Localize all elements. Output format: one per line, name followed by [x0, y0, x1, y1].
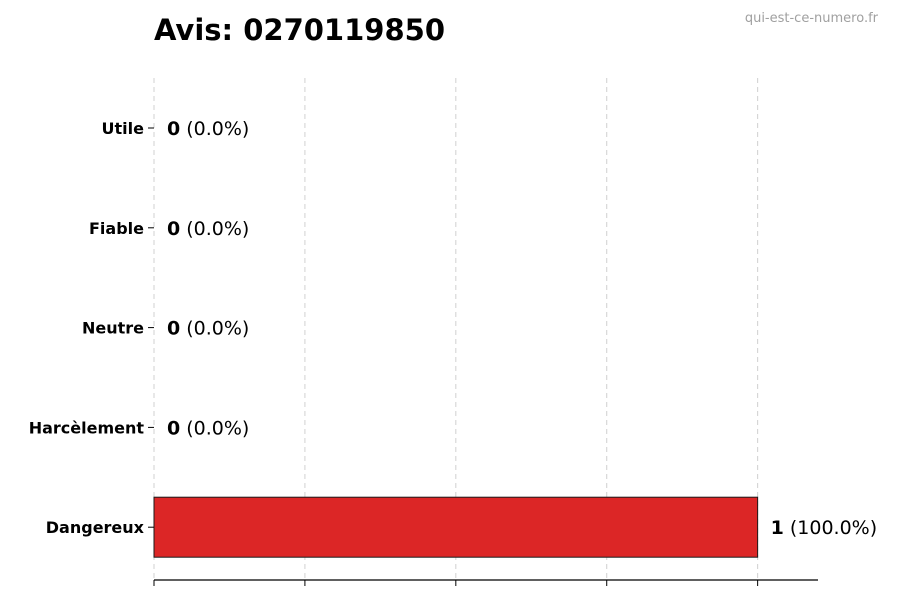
percent-value: (0.0%)	[186, 218, 249, 240]
x-axis	[148, 127, 818, 586]
value-label: 0 (0.0%)	[167, 118, 249, 140]
percent-value: (100.0%)	[790, 517, 877, 539]
percent-value: (0.0%)	[186, 417, 249, 439]
chart-title: Avis: 0270119850	[154, 13, 445, 47]
value-labels: 0 (0.0%) 0 (0.0%) 0 (0.0%) 0 (0.0%) 1 (100.0%)	[167, 118, 877, 539]
category-labels: Utile Fiable Neutre Harcèlement Dangereux	[29, 119, 145, 537]
category-label: Utile	[102, 119, 145, 138]
count-value: 0	[167, 218, 180, 240]
value-label: 0 (0.0%)	[167, 218, 249, 240]
value-label: 1 (100.0%)	[771, 517, 878, 539]
value-label: 0 (0.0%)	[167, 318, 249, 340]
category-label: Fiable	[89, 219, 144, 238]
count-value: 0	[167, 118, 180, 140]
bars	[153, 496, 759, 558]
count-value: 0	[167, 318, 180, 340]
count-value: 0	[167, 417, 180, 439]
grid	[153, 78, 759, 580]
value-label: 0 (0.0%)	[167, 417, 249, 439]
category-label: Neutre	[82, 319, 144, 338]
category-label: Harcèlement	[29, 418, 145, 437]
percent-value: (0.0%)	[186, 118, 249, 140]
count-value: 1	[771, 517, 784, 539]
percent-value: (0.0%)	[186, 318, 249, 340]
watermark: qui-est-ce-numero.fr	[745, 11, 879, 26]
bar-dangereux	[153, 496, 759, 558]
category-label: Dangereux	[46, 518, 145, 537]
